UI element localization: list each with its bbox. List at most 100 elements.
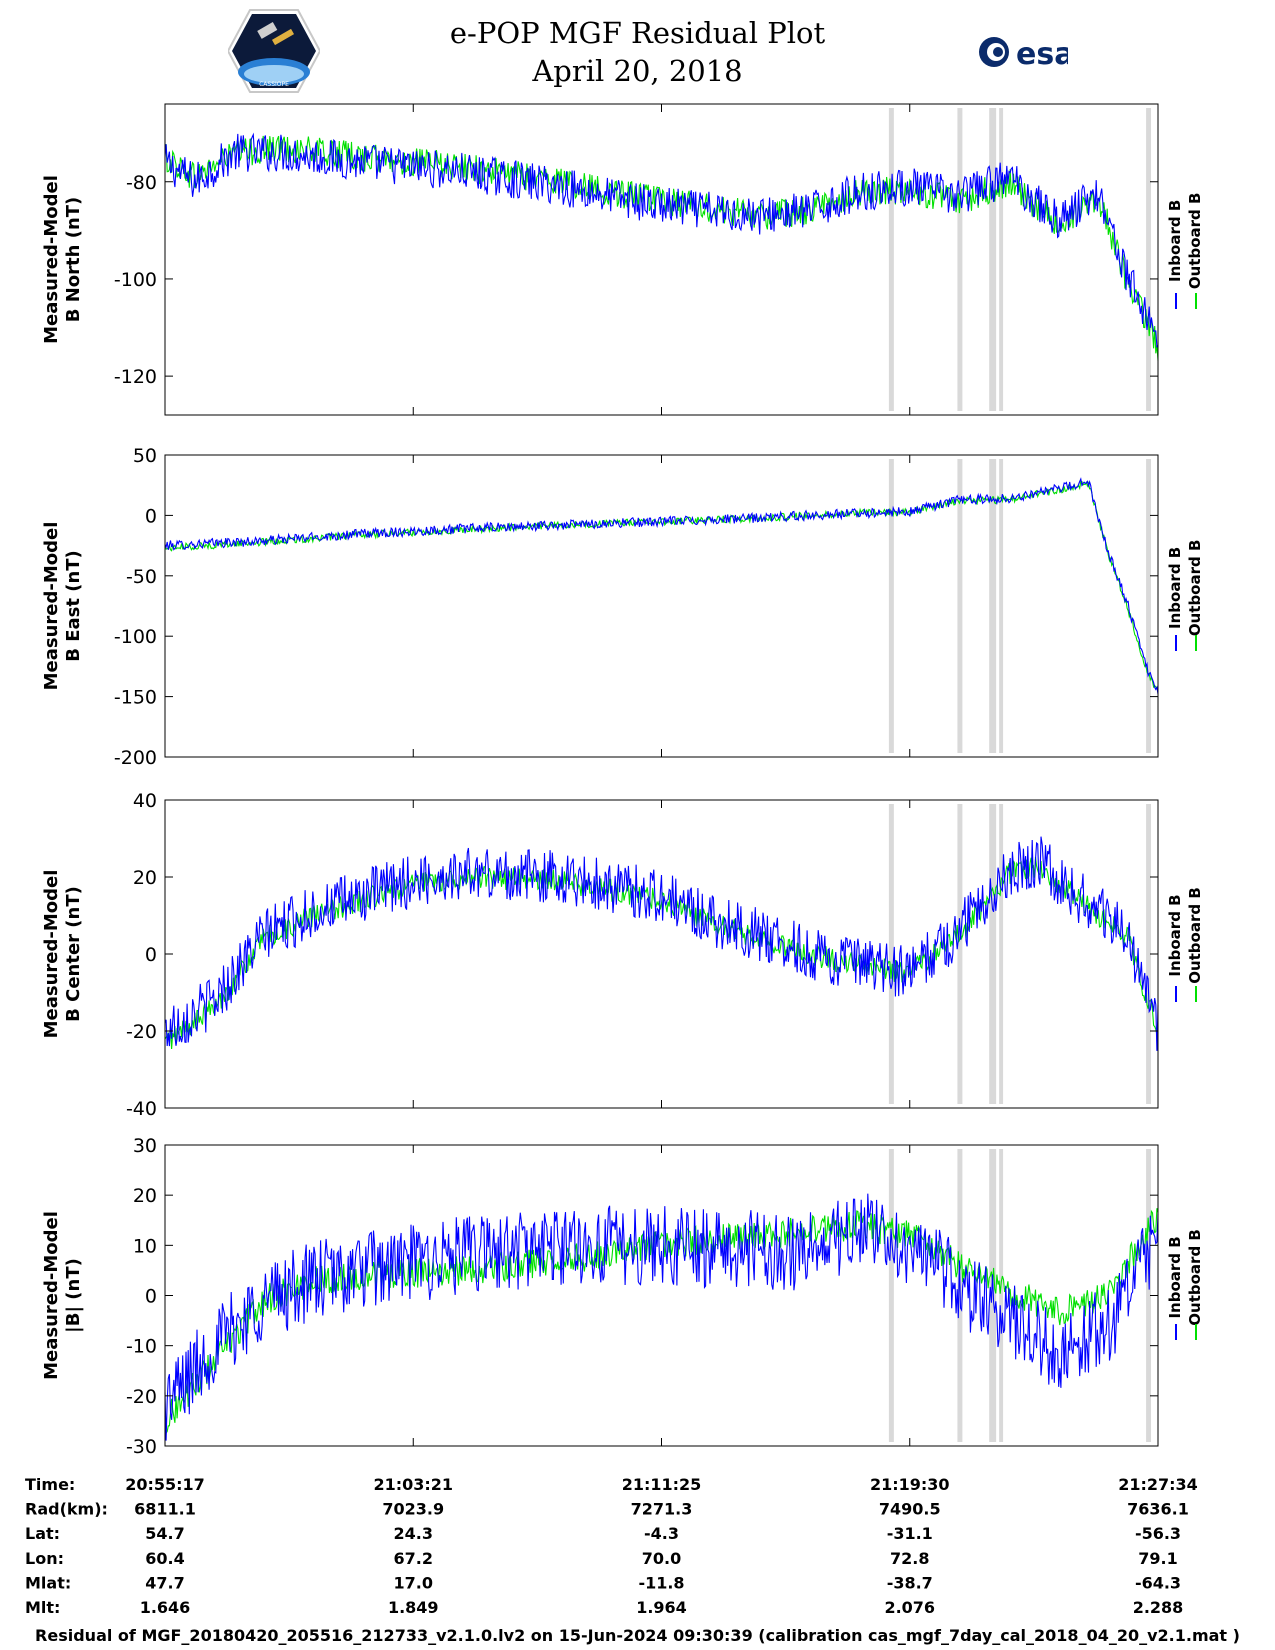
ephemeris-value: 70.0	[642, 1549, 681, 1568]
shaded-interval	[1146, 108, 1152, 411]
y-tick-label: -100	[114, 626, 157, 648]
ephemeris-value: 2.288	[1133, 1598, 1184, 1617]
y-axis-label: |B| (nT)	[63, 1258, 84, 1333]
y-tick-label: 0	[145, 505, 157, 527]
panel-4: 30 20 10 0 -10 -20 -30 Measured-Model |B| (nT) In…	[41, 1135, 1204, 1458]
y-axis-label: Measured-Model	[41, 175, 62, 344]
ephemeris-value: -64.3	[1135, 1573, 1181, 1592]
shaded-interval	[1146, 459, 1152, 753]
legend-outboard-label: Outboard B	[1186, 540, 1204, 637]
ephemeris-value: 67.2	[394, 1549, 433, 1568]
y-axis-label: Measured-Model	[41, 522, 62, 691]
y-tick-label: 30	[133, 1135, 157, 1157]
y-axis-label: Measured-Model	[41, 870, 62, 1039]
ephemeris-value: 72.8	[890, 1549, 929, 1568]
shaded-interval	[1146, 1149, 1152, 1442]
panel-3: 40 20 0 -20 -40 Measured-Model B Center (nT) In…	[41, 790, 1204, 1120]
y-tick-label: -150	[114, 687, 157, 709]
shaded-interval	[999, 1149, 1004, 1442]
shaded-interval	[999, 459, 1004, 753]
ephemeris-value: 21:11:25	[622, 1475, 702, 1494]
y-tick-label: -200	[114, 747, 157, 769]
y-tick-label: -120	[114, 366, 157, 388]
shaded-interval	[989, 459, 997, 753]
inboard-series-line	[164, 836, 1159, 1051]
ephemeris-row-label: Mlat:	[25, 1573, 71, 1592]
ephemeris-value: -38.7	[887, 1573, 933, 1592]
y-tick-label: 40	[133, 790, 157, 812]
svg-text:esa: esa	[1016, 37, 1068, 72]
ephemeris-value: 17.0	[394, 1573, 433, 1592]
ephemeris-value: -56.3	[1135, 1524, 1181, 1543]
ephemeris-value: 7023.9	[382, 1500, 444, 1519]
ephemeris-value: 1.849	[388, 1598, 439, 1617]
y-tick-label: 20	[133, 867, 157, 889]
shaded-interval	[888, 459, 894, 753]
ephemeris-row-label: Rad(km):	[25, 1500, 108, 1519]
ephemeris-value: 20:55:17	[125, 1475, 205, 1494]
ephemeris-value: 21:03:21	[373, 1475, 453, 1494]
shaded-interval	[888, 108, 894, 411]
ephemeris-value: 54.7	[145, 1524, 184, 1543]
legend-outboard-label: Outboard B	[1186, 1229, 1204, 1326]
ephemeris-row-label: Lat:	[25, 1524, 60, 1543]
ephemeris-value: 21:19:30	[870, 1475, 950, 1494]
legend-inboard-label: Inboard B	[1166, 200, 1184, 282]
y-tick-label: -100	[114, 269, 157, 291]
ephemeris-value: 7636.1	[1127, 1500, 1189, 1519]
plot-title-line2: April 20, 2018	[532, 54, 743, 88]
legend-outboard-label: Outboard B	[1186, 887, 1204, 984]
shaded-interval	[999, 804, 1004, 1104]
outboard-series-line	[164, 856, 1159, 1050]
ephemeris-value: 60.4	[145, 1549, 184, 1568]
legend-outboard-label: Outboard B	[1186, 193, 1204, 290]
y-tick-label: -20	[126, 1021, 157, 1043]
y-tick-label: 10	[133, 1235, 157, 1257]
ephemeris-value: 79.1	[1138, 1549, 1177, 1568]
y-tick-label: -20	[126, 1386, 157, 1408]
ephemeris-value: -4.3	[644, 1524, 679, 1543]
esa-logo: esa	[979, 37, 1068, 72]
ephemeris-row-label: Lon:	[25, 1549, 64, 1568]
legend-inboard-label: Inboard B	[1166, 547, 1184, 629]
footer-caption: Residual of MGF_20180420_205516_212733_v…	[35, 1626, 1240, 1645]
inboard-series-line	[164, 132, 1159, 348]
plot-title: e-POP MGF Residual Plot April 20, 2018	[0, 14, 1275, 90]
shaded-interval	[888, 1149, 894, 1442]
ephemeris-value: 7271.3	[631, 1500, 693, 1519]
inboard-series-line	[164, 1193, 1159, 1441]
y-tick-label: -80	[126, 172, 157, 194]
y-tick-label: 50	[133, 445, 157, 467]
plot-frame	[164, 454, 1159, 758]
cassiope-logo: CASSIOPE	[228, 9, 320, 93]
y-tick-label: -40	[126, 1098, 157, 1120]
shaded-interval	[957, 108, 963, 411]
shaded-interval	[957, 459, 963, 753]
panel-2: 50 0 -50 -100 -150 -200 Measured-Model B East (…	[41, 445, 1204, 769]
shaded-interval	[989, 108, 997, 411]
y-tick-label: 0	[145, 944, 157, 966]
legend-inboard-label: Inboard B	[1166, 1236, 1184, 1318]
ephemeris-value: 7490.5	[879, 1500, 941, 1519]
ephemeris-value: 1.646	[140, 1598, 191, 1617]
y-axis-label: Measured-Model	[41, 1211, 62, 1380]
ephemeris-value: -11.8	[638, 1573, 684, 1592]
y-tick-label: 20	[133, 1185, 157, 1207]
y-axis-label: B Center (nT)	[63, 886, 84, 1022]
ephemeris-value: 21:27:34	[1118, 1475, 1198, 1494]
y-tick-label: -50	[126, 566, 157, 588]
plot-title-line1: e-POP MGF Residual Plot	[449, 16, 826, 50]
inboard-series-line	[164, 477, 1159, 695]
shaded-interval	[989, 804, 997, 1104]
ephemeris-value: 47.7	[145, 1573, 184, 1592]
ephemeris-value: 1.964	[636, 1598, 687, 1617]
ephemeris-value: -31.1	[887, 1524, 933, 1543]
shaded-interval	[888, 804, 894, 1104]
y-tick-label: -30	[126, 1436, 157, 1458]
y-tick-label: 0	[145, 1286, 157, 1308]
ephemeris-value: 2.076	[884, 1598, 935, 1617]
y-axis-label: B North (nT)	[63, 197, 84, 323]
legend-inboard-label: Inboard B	[1166, 894, 1184, 976]
outboard-series-line	[164, 1208, 1159, 1435]
